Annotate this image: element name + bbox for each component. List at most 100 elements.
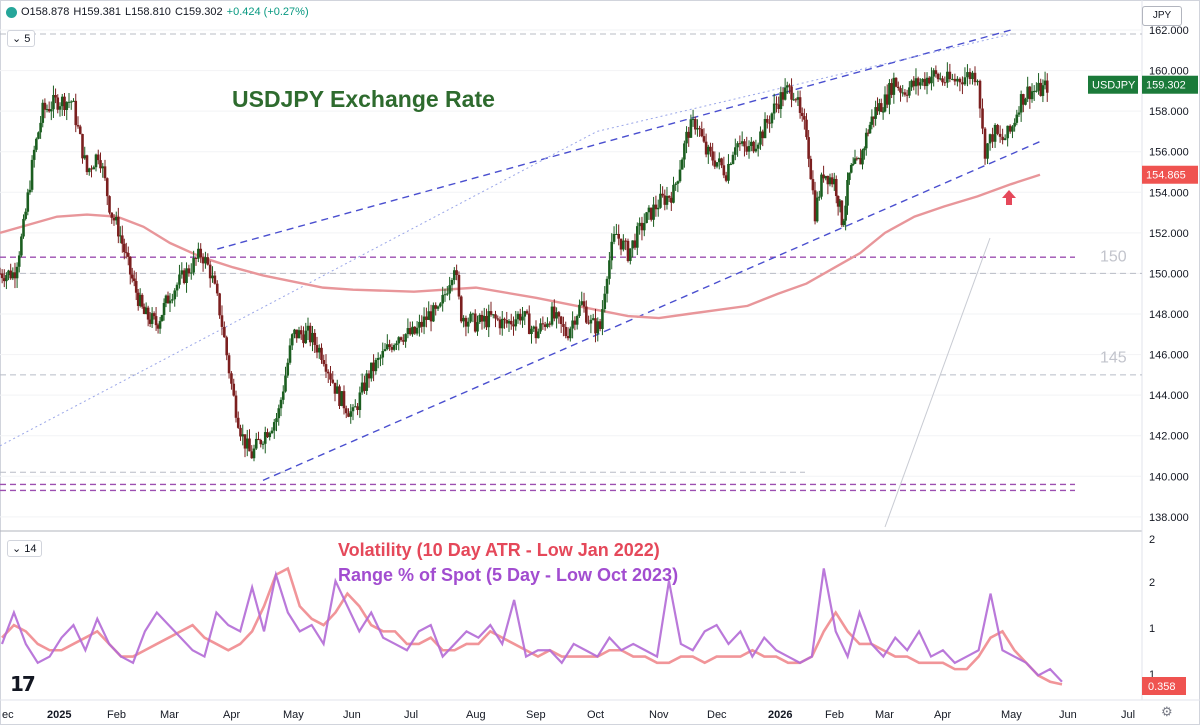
candle-body	[914, 78, 918, 87]
candle-body	[349, 411, 353, 417]
candle-body	[652, 204, 655, 220]
currency-button[interactable]: JPY	[1142, 6, 1182, 26]
candle-body	[194, 257, 198, 259]
candle-body	[612, 234, 616, 242]
candle-body	[259, 440, 263, 445]
candle-body	[826, 175, 830, 185]
candle-body	[146, 307, 150, 320]
candle-body	[65, 102, 69, 111]
time-tick-label: Sep	[526, 709, 546, 721]
candle-body	[381, 351, 385, 358]
candle-body	[114, 216, 118, 221]
candle-body	[388, 344, 391, 348]
time-tick-label: 2025	[47, 709, 71, 721]
time-tick-label: Nov	[649, 709, 669, 721]
candle-body	[1026, 86, 1029, 99]
indicator-collapse-button[interactable]: ⌄ 14	[7, 540, 42, 557]
price-tick-label: 160.000	[1149, 66, 1189, 78]
candle-body	[661, 193, 664, 196]
candle-body	[580, 301, 584, 305]
indicator-tick-label: 1	[1149, 623, 1155, 635]
candle-body	[136, 292, 140, 306]
candle-body	[822, 174, 825, 179]
candle-body	[134, 281, 138, 293]
candle-body	[790, 86, 793, 100]
candle-body	[383, 349, 387, 352]
candle-body	[439, 303, 442, 307]
candle-body	[379, 357, 382, 359]
candle-body	[376, 357, 380, 360]
candle-body	[966, 72, 969, 78]
candle-body	[58, 106, 62, 110]
candle-body	[523, 311, 527, 317]
candle-body	[236, 417, 240, 428]
candle-body	[443, 294, 447, 296]
candle-body	[138, 294, 142, 306]
candle-body	[187, 268, 191, 274]
candle-body	[770, 113, 774, 124]
candle-body	[347, 413, 350, 417]
indicator-series-line	[0, 568, 1063, 683]
candle-body	[2, 278, 6, 282]
price-tag-bg	[1142, 75, 1198, 94]
candle-body	[626, 240, 630, 261]
candle-body	[775, 103, 778, 105]
candle-body	[90, 168, 93, 170]
candle-body	[297, 330, 301, 339]
candle-body	[223, 326, 226, 338]
candle-body	[715, 162, 719, 167]
candle-body	[293, 329, 296, 335]
candle-body	[709, 146, 712, 152]
time-tick-label: Jun	[343, 709, 361, 721]
candle-body	[747, 146, 751, 152]
candle-body	[158, 321, 162, 329]
candle-body	[54, 94, 57, 98]
candle-body	[993, 124, 997, 142]
candle-body	[302, 334, 305, 344]
candle-body	[573, 320, 577, 325]
candle-body	[453, 270, 456, 280]
candle-body	[781, 92, 785, 100]
candle-body	[99, 160, 102, 169]
candle-body	[988, 134, 992, 144]
candle-body	[888, 83, 891, 105]
price-tick-label: 154.000	[1149, 187, 1189, 199]
candle-body	[81, 134, 84, 159]
candle-body	[478, 314, 482, 323]
pane-collapse-button[interactable]: ⌄ 5	[7, 30, 36, 47]
candle-body	[390, 347, 394, 350]
candle-body	[647, 207, 651, 213]
candle-body	[820, 174, 823, 197]
candle-body	[1017, 112, 1021, 115]
settings-gear-icon[interactable]: ⚙	[1161, 704, 1173, 719]
candle-body	[130, 274, 134, 279]
candle-body	[908, 87, 911, 96]
candle-body	[981, 108, 984, 129]
candle-body	[279, 399, 283, 409]
candle-body	[322, 360, 326, 365]
price-tick-label: 148.000	[1149, 309, 1189, 321]
candle-body	[252, 448, 256, 459]
candle-body	[763, 118, 767, 139]
candle-body	[1037, 82, 1040, 91]
candle-body	[503, 318, 506, 321]
candle-body	[1001, 136, 1004, 141]
candle-body	[420, 321, 424, 327]
candle-body	[215, 283, 219, 294]
candle-body	[925, 77, 929, 87]
candle-body	[266, 432, 269, 438]
candle-body	[589, 319, 593, 324]
candle-body	[702, 136, 706, 142]
candle-body	[851, 163, 855, 165]
candle-body	[872, 116, 876, 119]
candle-body	[665, 195, 669, 205]
time-tick-label: Jun	[1059, 709, 1077, 721]
candle-body	[211, 275, 214, 279]
candle-body	[683, 143, 686, 160]
candle-body	[32, 149, 36, 160]
candle-body	[92, 167, 96, 170]
candle-body	[550, 306, 554, 325]
candle-body	[601, 309, 604, 329]
